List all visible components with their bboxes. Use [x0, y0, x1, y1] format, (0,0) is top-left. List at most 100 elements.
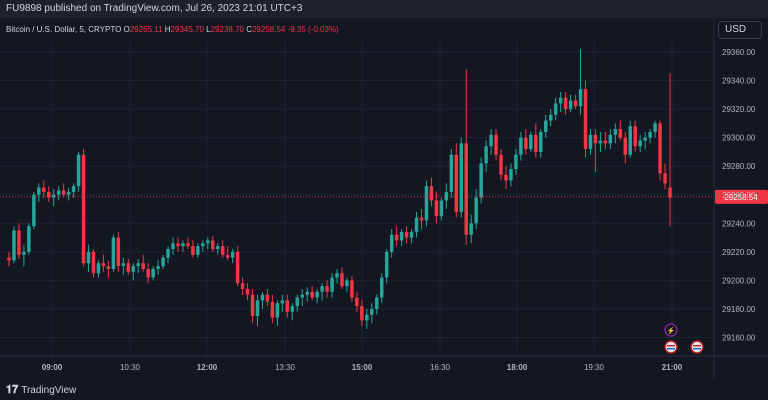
candle-body	[563, 97, 568, 110]
candle-body	[191, 246, 195, 255]
candle-body	[335, 273, 339, 278]
candle-body	[389, 234, 394, 252]
candle-body	[47, 191, 51, 198]
candle-body	[384, 251, 389, 278]
candle-body	[499, 154, 503, 175]
candle-body	[633, 126, 637, 147]
ohlc-o-key: O	[124, 25, 130, 34]
candle-body	[240, 283, 245, 289]
candle-body	[146, 268, 150, 278]
y-tick-label: 29200.00	[722, 276, 756, 285]
lightning-glyph: ⚡	[667, 326, 676, 335]
candle-body	[235, 251, 240, 284]
candle-body	[544, 120, 548, 132]
tradingview-mark-icon: 𝟏𝟕	[6, 384, 19, 396]
candle-body	[300, 294, 304, 298]
candle-body	[51, 194, 56, 198]
candle-body	[131, 266, 135, 272]
candle-body	[454, 154, 459, 212]
footer: 𝟏𝟕 TradingView	[0, 380, 768, 400]
y-tick-label: 29220.00	[722, 248, 756, 257]
candle-body	[196, 246, 200, 255]
candle-body	[156, 266, 160, 269]
candle-body	[171, 243, 175, 249]
candle-body	[404, 231, 409, 238]
currency-button[interactable]: USD	[718, 21, 762, 39]
candle-body	[91, 251, 96, 274]
candle-body	[71, 186, 76, 192]
candle-body	[32, 194, 36, 227]
candle-body	[116, 237, 121, 267]
candle-body	[245, 288, 250, 295]
ohlc-h-value: 29345.70	[171, 25, 207, 34]
x-tick-label: 13:30	[275, 363, 296, 372]
candle-body	[270, 301, 275, 318]
lightning-icon[interactable]	[664, 323, 678, 337]
candle-body	[370, 308, 374, 315]
candle-body	[201, 243, 205, 247]
candle-body	[275, 303, 280, 318]
candle-body	[519, 137, 523, 155]
candle-body	[206, 240, 210, 244]
candle-body	[588, 134, 593, 150]
candle-body	[151, 268, 155, 278]
candle-body	[255, 300, 260, 317]
ohlc-h-key: H	[165, 25, 171, 34]
candle-body	[76, 154, 81, 187]
candle-body	[479, 163, 483, 198]
ohlc-o-value: 29265.11	[130, 25, 165, 34]
candle-body	[305, 291, 309, 295]
candle-body	[429, 186, 434, 201]
y-tick-label: 29280.00	[722, 162, 756, 171]
candle-body	[469, 223, 473, 235]
candle-body	[613, 129, 618, 135]
flag-stripe	[667, 348, 675, 350]
candle-body	[265, 294, 270, 302]
candle-body	[419, 217, 424, 221]
candle-body	[380, 277, 384, 298]
publish-header: FU9898 published on TradingView.com, Jul…	[0, 0, 768, 18]
candle-body	[66, 191, 71, 195]
x-tick-label: 12:00	[197, 363, 218, 372]
candle-body	[583, 89, 588, 150]
us-flag-icon[interactable]	[664, 340, 678, 354]
candle-body	[548, 114, 553, 121]
candle-body	[578, 89, 583, 107]
candle-body	[658, 123, 662, 174]
candle-body	[211, 240, 215, 249]
candle-body	[161, 257, 165, 267]
candle-body	[573, 100, 578, 107]
candle-body	[320, 286, 324, 292]
candle-body	[623, 137, 628, 155]
candle-body	[663, 173, 667, 184]
candle-body	[409, 231, 414, 238]
candle-body	[489, 134, 493, 147]
candle-body	[250, 294, 255, 317]
candle-body	[141, 263, 145, 269]
candle-body	[37, 187, 41, 195]
candle-body	[27, 226, 31, 252]
candle-body	[434, 200, 439, 217]
candle-body	[310, 291, 314, 298]
candle-body	[260, 294, 265, 301]
candle-body	[449, 154, 454, 192]
candle-body	[638, 140, 642, 147]
candle-body	[504, 174, 508, 181]
x-tick-label: 18:00	[507, 363, 528, 372]
tradingview-logo[interactable]: 𝟏𝟕 TradingView	[6, 384, 76, 397]
candle-body	[568, 100, 573, 110]
candle-body	[464, 143, 468, 235]
candle-body	[355, 297, 359, 307]
candle-body	[106, 266, 111, 269]
y-tick-label: 29160.00	[722, 334, 756, 343]
publisher-line: FU9898 published on TradingView.com, Jul…	[6, 3, 303, 14]
y-tick-label: 29320.00	[722, 105, 756, 114]
candle-body	[186, 243, 190, 247]
us-flag-icon[interactable]	[690, 340, 704, 354]
candle-body	[643, 137, 647, 141]
y-tick-label: 29240.00	[722, 219, 756, 228]
candle-body	[285, 300, 290, 312]
x-tick-label: 21:00	[662, 363, 683, 372]
candle-body	[648, 131, 652, 138]
